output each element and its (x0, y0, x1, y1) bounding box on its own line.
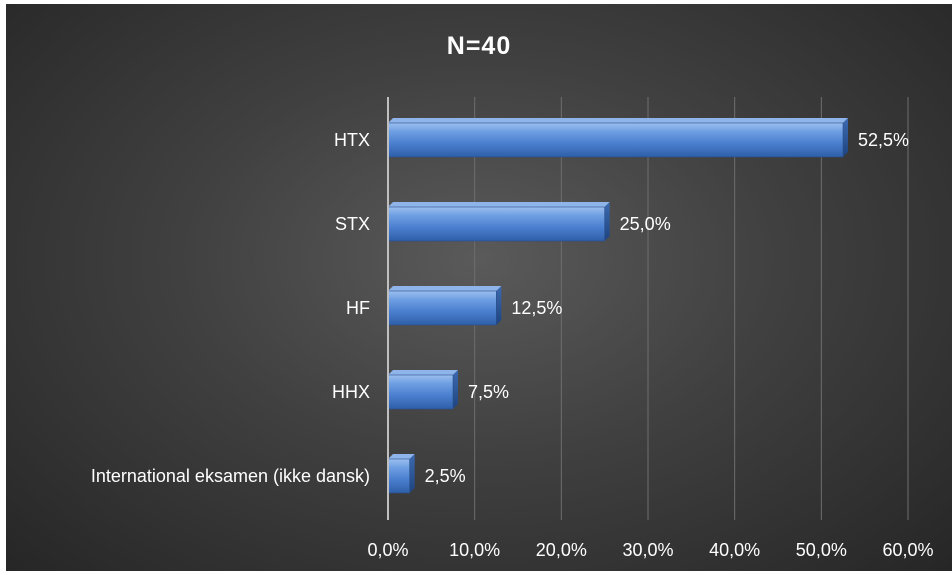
bar-front-face (387, 122, 844, 158)
bar (387, 286, 502, 326)
bar-top-face (388, 370, 458, 375)
data-label: 12,5% (511, 298, 562, 318)
bar (387, 370, 458, 410)
category-label: International eksamen (ikke dansk) (91, 466, 370, 486)
data-label: 7,5% (468, 382, 509, 402)
bar (387, 118, 848, 158)
bar-end-face (409, 454, 415, 493)
data-label: 52,5% (858, 130, 909, 150)
bar-top-face (388, 118, 848, 123)
chart-area: N=40 0,0% 10,0% 20,0% 30,0% 40,0% 50,0% 60,0% H… (6, 4, 952, 571)
x-tick-label: 60,0% (882, 540, 933, 560)
x-tick-label: 50,0% (796, 540, 847, 560)
bar-end-face (496, 286, 502, 325)
category-label: HTX (334, 130, 370, 150)
x-tick-label: 20,0% (536, 540, 587, 560)
bar-top-face (388, 202, 610, 207)
bar-front-face (387, 290, 497, 326)
x-tick-label: 40,0% (709, 540, 760, 560)
bar-end-face (604, 202, 610, 241)
bar-end-face (453, 370, 458, 409)
bars (387, 118, 848, 494)
bar-chart: 0,0% 10,0% 20,0% 30,0% 40,0% 50,0% 60,0% HTX 52,… (91, 97, 934, 560)
bar-front-face (387, 374, 454, 410)
x-tick-label: 30,0% (622, 540, 673, 560)
x-tick-label: 0,0% (367, 540, 408, 560)
bar-top-face (388, 286, 502, 291)
category-label: STX (335, 214, 370, 234)
labels: 0,0% 10,0% 20,0% 30,0% 40,0% 50,0% 60,0% HTX 52,… (91, 130, 934, 560)
data-label: 2,5% (425, 466, 466, 486)
category-label: HHX (332, 382, 370, 402)
chart-title: N=40 (446, 32, 512, 60)
category-label: HF (346, 298, 370, 318)
x-tick-label: 10,0% (449, 540, 500, 560)
bar-front-face (387, 206, 605, 242)
bar-front-face (387, 458, 410, 494)
bar-end-face (843, 118, 848, 157)
bar (387, 202, 610, 242)
bar (387, 454, 415, 494)
gridlines (474, 97, 909, 520)
bar-top-face (388, 454, 415, 459)
data-label: 25,0% (620, 214, 671, 234)
